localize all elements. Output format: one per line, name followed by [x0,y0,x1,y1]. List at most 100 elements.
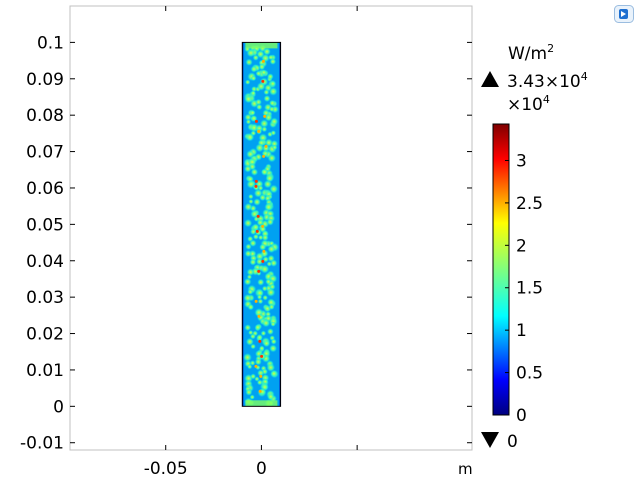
hot-spot [254,119,258,123]
heat-spot [261,285,268,292]
y-tick-label: 0.05 [26,215,64,235]
colorbar-tick-label: 1.5 [516,279,543,299]
colorbar-gradient [492,123,510,416]
hot-spot [263,114,267,118]
colorbar-ticks: 3 2.5 2 1.5 1 0.5 0 [505,151,543,426]
heat-spot [245,243,252,250]
hot-spot [261,59,265,63]
heat-spot [266,392,275,401]
y-tick-label: 0.07 [26,143,64,163]
heat-spot [256,294,263,300]
heat-spot [269,80,276,87]
y-tick-label: 0.06 [26,179,64,199]
heat-spot [261,234,269,242]
heat-spot [257,298,264,305]
heat-spot [243,218,253,228]
heat-spot [260,69,268,76]
heat-spot [268,87,278,96]
heat-spot [259,193,267,202]
x-axis-unit-label: m [458,460,473,478]
heat-spot [245,119,252,125]
heat-spot [260,168,269,176]
heat-spot [243,277,252,286]
colorbar-unit-label: W/m2 [508,42,554,64]
heat-spot [262,294,269,301]
heat-spot [250,65,258,73]
heat-spot [254,358,262,366]
heat-spot [268,106,275,113]
heat-spot [244,79,251,85]
heat-spot [245,388,253,396]
colorbar-tick-label: 0.5 [516,364,543,384]
heat-spot [246,268,255,277]
heat-spot [255,70,262,77]
y-tick-label: 0.09 [26,70,64,90]
heat-spot [260,330,267,337]
heat-spot [270,369,278,378]
heatmap-field [242,42,281,407]
hot-spot [262,154,266,158]
heat-spot [263,94,271,103]
heat-spot [260,264,270,274]
heat-spot [263,47,271,56]
heat-spot [258,388,267,396]
plot-frame [69,5,473,451]
hot-spot [257,269,261,273]
heat-spot [269,344,278,353]
heat-spot [247,288,254,295]
colorbar-tick-label: 0 [516,406,527,426]
heat-spot [265,278,272,285]
heat-spot [244,324,252,332]
min-marker-icon [481,432,499,448]
heat-spot [266,261,273,267]
heat-spot [244,94,253,104]
heat-spot [249,109,256,116]
colorbar-max-label: 3.43×104 [507,70,588,92]
heat-spot [248,198,254,205]
heat-spot [248,193,254,200]
colorbar: W/m2 3.43×104 ×104 3 2.5 2 1.5 1 0.5 0 0 [481,42,588,452]
hot-spot [261,224,265,228]
colorbar-min-label: 0 [507,432,518,452]
heat-spot [242,352,253,362]
colorbar-tick-label: 1 [516,321,527,341]
comsol-logo-icon [614,5,634,23]
hot-spot [256,214,260,218]
heat-spot [268,303,275,311]
heat-spot [263,89,270,96]
heat-spot [250,373,257,380]
heat-edge-bottom [245,400,278,407]
heat-spot [254,323,262,331]
heat-spot [263,179,273,189]
hot-spot [257,129,261,133]
heat-spot [249,258,257,266]
hot-spot [261,259,265,263]
heat-spot [245,337,254,346]
heat-spot [267,153,277,163]
heat-spot [255,98,262,106]
heat-spot [271,144,278,151]
heat-spot [270,321,276,327]
hot-spot [262,249,266,253]
heat-spot [245,132,255,142]
heat-spot [250,343,256,350]
hot-spot [257,314,261,318]
heat-spot [262,339,271,348]
heat-spot [267,245,276,254]
y-tick-label: 0 [53,397,64,417]
hot-spot [264,144,268,148]
hot-spot [259,374,263,378]
heat-spot [256,333,264,341]
heat-spot [247,364,253,370]
y-tick-label: 0.04 [26,252,64,272]
colorbar-tick-label: 2 [516,236,527,256]
y-tick-label: 0.08 [26,106,64,126]
max-marker-icon [481,71,499,87]
heat-spot [255,143,265,153]
heat-spot [266,73,274,81]
hot-spot [258,389,262,393]
heat-spot [270,117,279,126]
heat-spot [250,228,257,236]
heat-spot [266,218,274,226]
